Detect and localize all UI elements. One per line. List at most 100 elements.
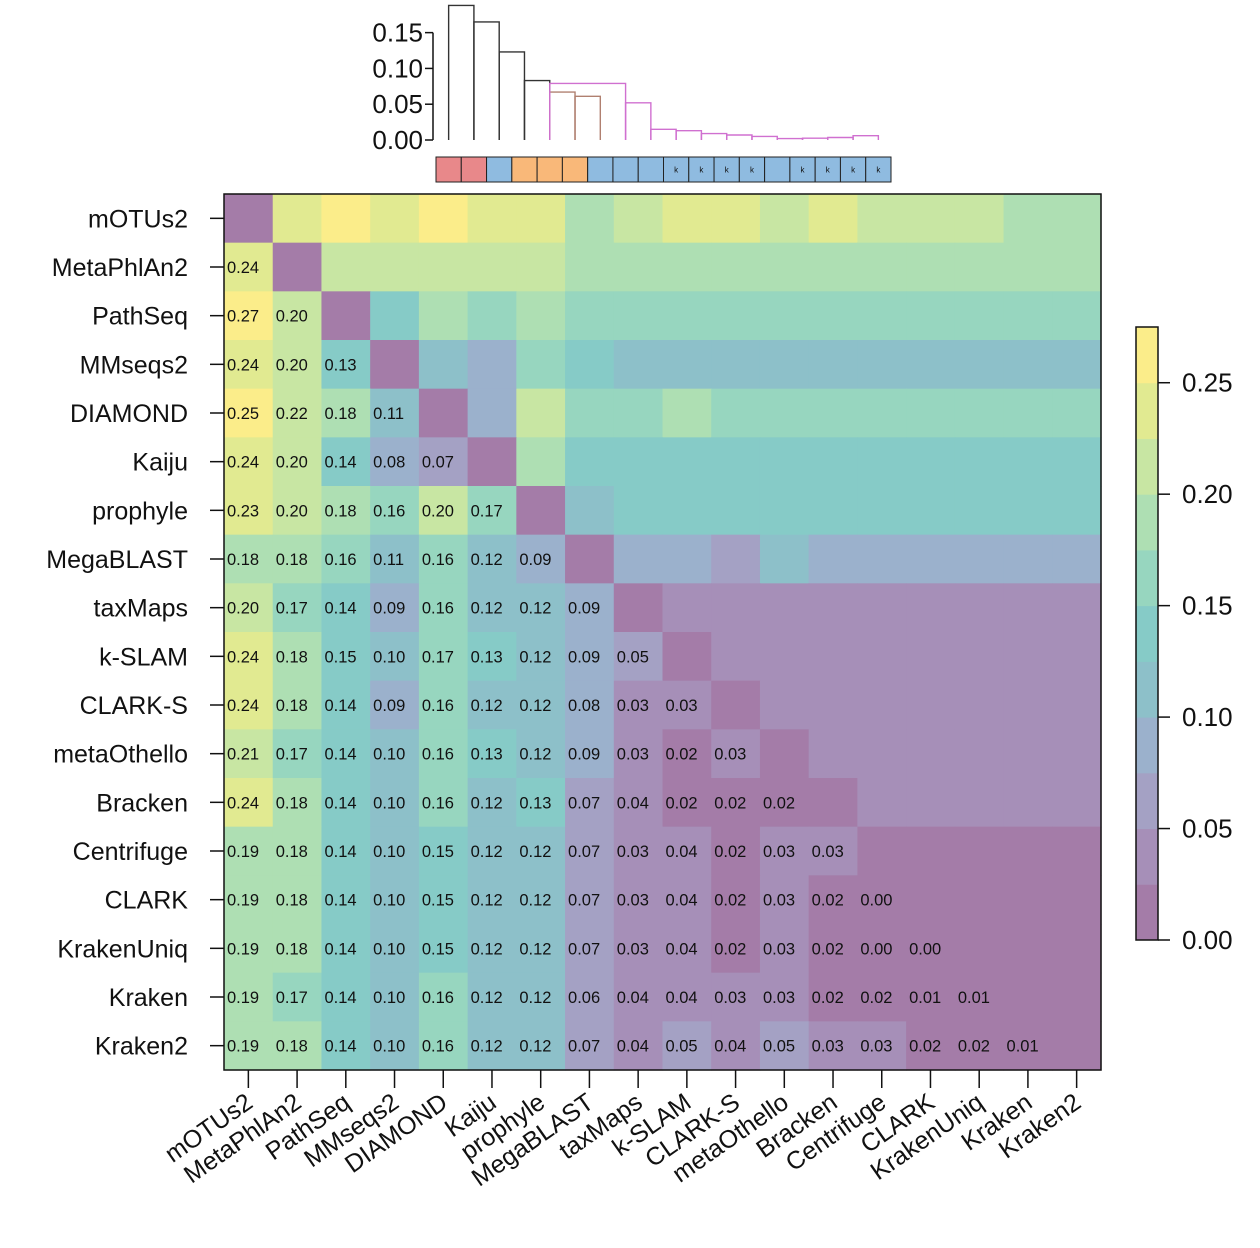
cell-value-label: 0.13 <box>471 746 503 764</box>
heatmap-cell <box>906 875 956 925</box>
heatmap-cell <box>565 875 615 925</box>
group-color-cell <box>637 156 665 183</box>
heatmap-cell <box>467 242 517 292</box>
row-label: Kraken <box>109 984 188 1012</box>
heatmap-cell <box>1052 194 1102 244</box>
group-color-cell <box>511 156 538 183</box>
heatmap-cell <box>906 291 956 341</box>
heatmap-cell <box>759 534 810 584</box>
heatmap-cell <box>418 972 469 1022</box>
cell-value-label: 0.07 <box>568 794 600 812</box>
heatmap-cell <box>224 778 274 828</box>
cell-value-label: 0.03 <box>812 1038 844 1056</box>
group-marker: k <box>699 166 704 175</box>
heatmap-cell <box>906 826 956 876</box>
heatmap-cell <box>467 340 517 390</box>
heatmap-cell <box>906 194 956 244</box>
group-color-cell <box>789 156 816 183</box>
heatmap-cell <box>272 826 323 876</box>
dendrogram-branch <box>498 51 526 140</box>
row-label: Bracken <box>96 789 188 817</box>
cell-value-label: 0.17 <box>471 502 503 520</box>
dendrogram-branch <box>700 132 728 140</box>
heatmap-cell <box>954 632 1005 682</box>
heatmap-cell <box>370 583 420 633</box>
cell-value-label: 0.19 <box>227 989 259 1007</box>
cell-value-label: 0.03 <box>617 697 649 715</box>
heatmap-cell <box>808 340 858 390</box>
heatmap-cell <box>954 875 1005 925</box>
cell-value-label: 0.12 <box>471 551 503 569</box>
heatmap-cell <box>224 583 274 633</box>
cell-value-label: 0.24 <box>227 697 259 715</box>
cell-value-label: 0.02 <box>714 892 746 910</box>
heatmap-cell <box>224 1021 274 1071</box>
group-color-cell <box>738 156 766 183</box>
heatmap-cell <box>467 875 517 925</box>
heatmap-cell <box>613 583 664 633</box>
heatmap-cell <box>321 875 371 925</box>
heatmap-cell <box>857 486 907 536</box>
cell-value-label: 0.12 <box>519 843 551 861</box>
heatmap-cell <box>272 242 323 292</box>
dendrogram: 0.00 0.05 0.10 0.15 <box>372 4 880 155</box>
heatmap-cell <box>565 534 615 584</box>
heatmap-cell <box>1003 875 1053 925</box>
heatmap-cell <box>321 194 371 244</box>
heatmap-cell <box>808 388 858 438</box>
heatmap-cell <box>565 437 615 487</box>
dendrogram-branch <box>801 137 829 140</box>
heatmap-cell <box>1052 1021 1102 1071</box>
heatmap-cell <box>711 388 761 438</box>
cell-value-label: 0.03 <box>763 940 795 958</box>
cell-value-label: 0.04 <box>714 1038 746 1056</box>
heatmap-cell <box>418 437 469 487</box>
heatmap-cell <box>1003 242 1053 292</box>
cell-value-label: 0.14 <box>324 794 356 812</box>
heatmap-cell <box>565 729 615 779</box>
heatmap-cell <box>418 291 469 341</box>
dendrogram-branch <box>751 135 778 140</box>
heatmap-cell <box>857 388 907 438</box>
heatmap-cell <box>808 632 858 682</box>
heatmap-cell <box>857 632 907 682</box>
cell-value-label: 0.11 <box>373 551 404 569</box>
heatmap-cell <box>467 972 517 1022</box>
cell-value-label: 0.02 <box>763 794 795 812</box>
heatmap-cell <box>1003 680 1053 730</box>
heatmap-cell <box>516 1021 566 1071</box>
heatmap-cell <box>711 729 761 779</box>
heatmap-cell <box>759 875 810 925</box>
cell-value-label: 0.22 <box>276 405 308 423</box>
cell-value-label: 0.12 <box>471 600 503 618</box>
cell-value-label: 0.03 <box>617 746 649 764</box>
heatmap-cell <box>613 680 664 730</box>
legend-color-step <box>1136 605 1158 662</box>
row-labels: mOTUs2 MetaPhlAn2 PathSeq MMseqs2 DIAMOND Kai… <box>46 205 224 1061</box>
heatmap-cell <box>467 924 517 974</box>
heatmap-cell <box>565 924 615 974</box>
heatmap-cell <box>808 972 858 1022</box>
heatmap-cell <box>857 194 907 244</box>
cell-value-label: 0.14 <box>324 746 356 764</box>
heatmap-cell <box>662 778 712 828</box>
heatmap-cell <box>1003 388 1053 438</box>
heatmap-cell <box>565 1021 615 1071</box>
row-label: MetaPhlAn2 <box>52 254 188 282</box>
cell-value-label: 0.03 <box>617 940 649 958</box>
heatmap-cell <box>711 291 761 341</box>
heatmap-cell <box>272 437 323 487</box>
cell-value-label: 0.13 <box>471 648 503 666</box>
heatmap-cell <box>613 534 664 584</box>
cell-value-label: 0.12 <box>519 648 551 666</box>
legend-color-step <box>1136 828 1158 885</box>
group-color-cell <box>814 156 841 183</box>
heatmap-cell <box>954 972 1005 1022</box>
heatmap-cell <box>906 583 956 633</box>
heatmap-cell <box>613 924 664 974</box>
heatmap-cell <box>857 924 907 974</box>
heatmap-cell <box>418 486 469 536</box>
cell-value-label: 0.10 <box>373 746 405 764</box>
group-color-cell <box>486 156 513 183</box>
group-color-cell <box>764 156 791 183</box>
